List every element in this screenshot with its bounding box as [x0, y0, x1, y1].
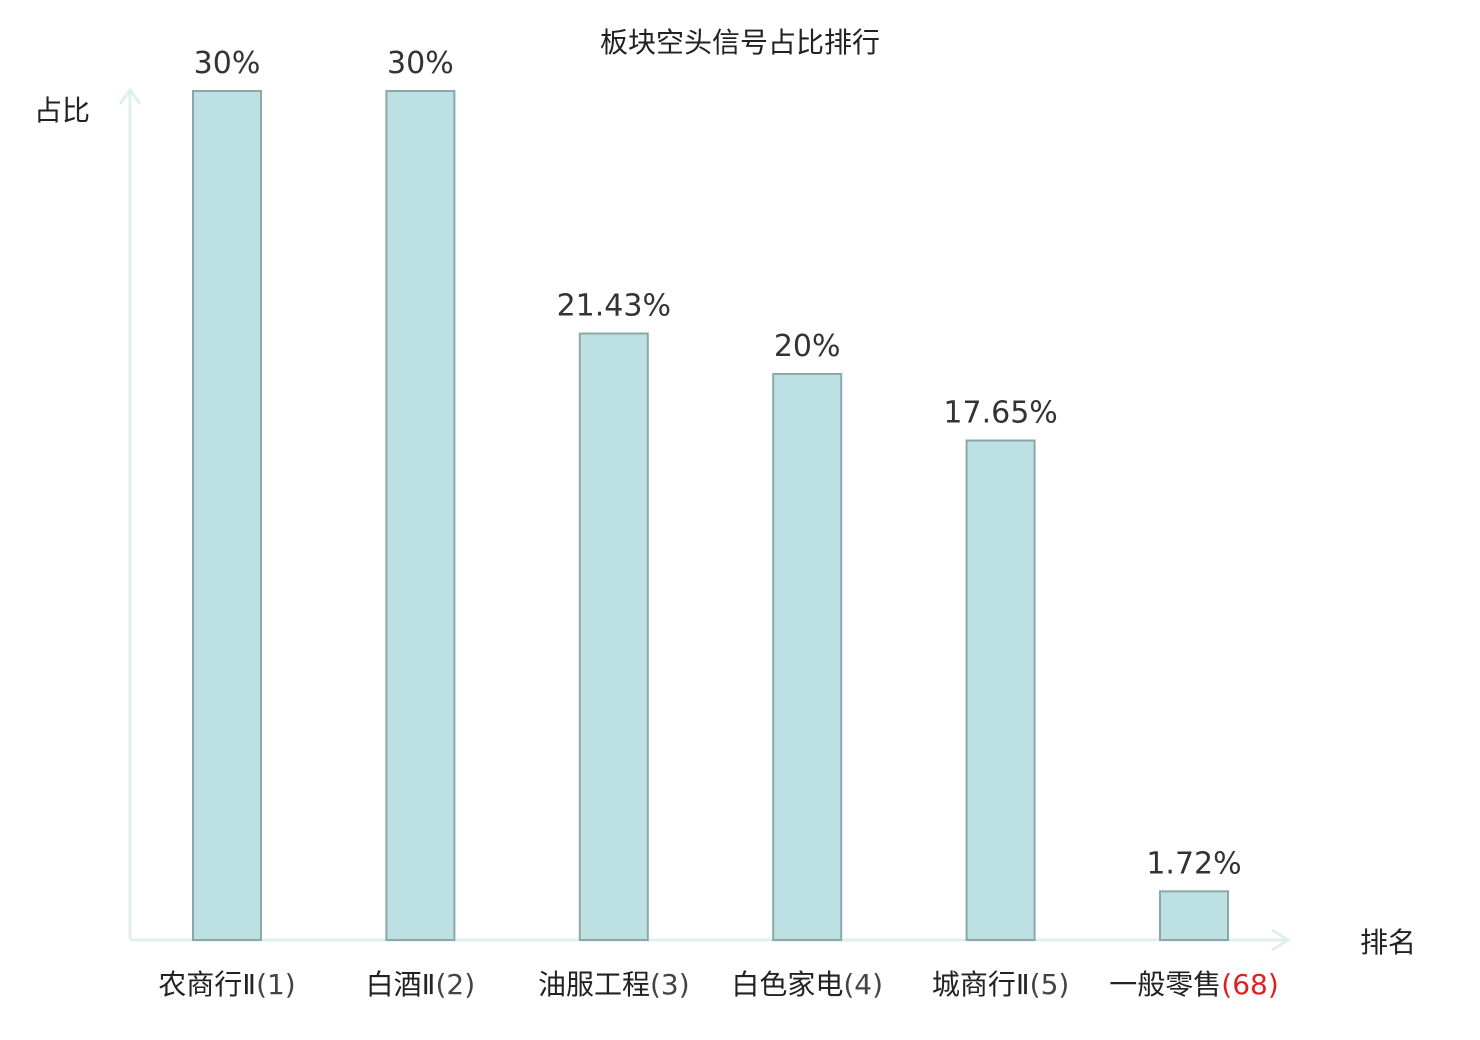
data-label: 30%	[194, 46, 261, 81]
data-label: 17.65%	[943, 396, 1057, 431]
bar	[578, 332, 649, 941]
category-name: 白酒Ⅱ	[366, 968, 436, 1001]
category-rank: (4)	[843, 968, 883, 1001]
category-name: 农商行Ⅱ	[158, 968, 256, 1001]
data-label: 21.43%	[557, 289, 671, 324]
category-name: 白色家电	[731, 968, 843, 1001]
category-name: 一般零售	[1109, 968, 1221, 1001]
bar	[772, 373, 843, 941]
y-axis-arrow	[118, 87, 142, 105]
category-name: 油服工程	[538, 968, 650, 1001]
x-axis-label: 排名	[1360, 926, 1416, 959]
data-label: 30%	[387, 46, 454, 81]
data-label: 1.72%	[1146, 846, 1241, 881]
category-label: 农商行Ⅱ(1)	[158, 968, 295, 1001]
category-rank: (68)	[1221, 968, 1278, 1001]
chart-title: 板块空头信号占比排行	[600, 26, 880, 59]
category-label: 白色家电(4)	[731, 968, 883, 1001]
bar	[965, 439, 1036, 941]
category-label: 油服工程(3)	[538, 968, 690, 1001]
y-axis-label: 占比	[34, 94, 90, 127]
category-rank: (3)	[650, 968, 690, 1001]
category-name: 城商行Ⅱ	[932, 968, 1030, 1001]
category-label: 城商行Ⅱ(5)	[932, 968, 1069, 1001]
bar	[192, 90, 262, 941]
category-rank: (5)	[1030, 968, 1070, 1001]
data-label: 20%	[774, 329, 841, 364]
bar	[385, 90, 456, 941]
bar	[1159, 890, 1229, 941]
x-axis-arrow	[1271, 928, 1291, 952]
category-label: 白酒Ⅱ(2)	[366, 968, 475, 1001]
category-rank: (2)	[435, 968, 475, 1001]
bar-group: 30%农商行Ⅱ(1)30%白酒Ⅱ(2)21.43%油服工程(3)20%白色家电(…	[158, 46, 1278, 1001]
category-label: 一般零售(68)	[1109, 968, 1279, 1001]
category-rank: (1)	[256, 968, 296, 1001]
